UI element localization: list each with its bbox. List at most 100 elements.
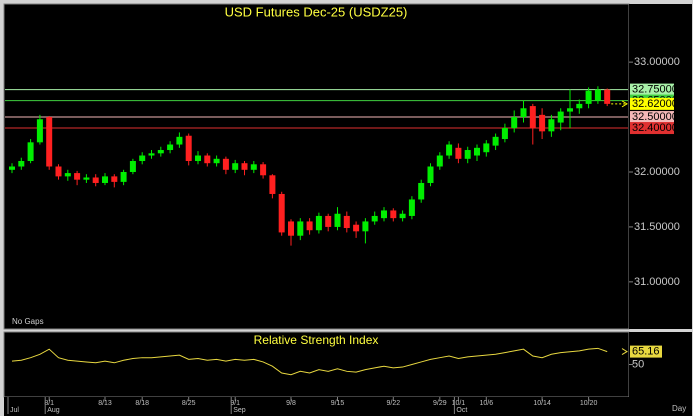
- y-tick-label: 32.00000: [634, 166, 680, 178]
- candle-body: [343, 215, 350, 229]
- candle-body: [167, 144, 174, 151]
- candle-body: [204, 155, 211, 164]
- y-tick-label: 50: [632, 358, 644, 370]
- price-panel: [3, 3, 630, 330]
- candle-body: [315, 215, 322, 231]
- candle-body: [260, 164, 267, 176]
- candle-body: [408, 199, 415, 216]
- x-tick-label: 9/15: [331, 400, 345, 407]
- candle-body: [74, 173, 81, 180]
- candle-body: [557, 111, 564, 123]
- y-tick-label: 31.50000: [634, 221, 680, 233]
- level-label: 32.40000: [632, 122, 678, 134]
- candle-body: [185, 135, 192, 162]
- candle-body: [334, 213, 341, 227]
- x-tick-label: 9/22: [386, 400, 400, 407]
- candle-body: [213, 158, 220, 164]
- candle-body: [250, 164, 257, 170]
- candle-body: [325, 215, 332, 227]
- candle-body: [371, 215, 378, 222]
- candle-body: [464, 150, 471, 159]
- x-tick-label: 10/14: [533, 400, 551, 407]
- rsi-title: Relative Strength Index: [254, 333, 379, 347]
- month-label: Oct: [456, 407, 467, 414]
- candle-body: [288, 221, 294, 236]
- last-price-arrow: [621, 100, 628, 108]
- candle-body: [427, 166, 434, 183]
- candle-body: [157, 150, 164, 154]
- candle-body: [102, 176, 108, 183]
- candle-body: [474, 147, 480, 156]
- candle-body: [139, 155, 146, 162]
- last-price-label: 32.62000: [632, 98, 678, 110]
- x-tick-label: 10/20: [580, 400, 598, 407]
- candle-body: [446, 144, 453, 156]
- candle-body: [18, 161, 25, 167]
- candle-body: [111, 176, 118, 182]
- candle-body: [36, 119, 43, 143]
- rsi-arrow: [621, 348, 628, 356]
- month-label: Jul: [10, 407, 19, 414]
- candle-body: [64, 173, 71, 177]
- candle-body: [520, 108, 527, 118]
- candle-body: [576, 103, 583, 109]
- candle-body: [120, 171, 127, 182]
- candle-body: [585, 90, 592, 104]
- x-tick-label: 8/18: [135, 400, 149, 407]
- candle-body: [539, 114, 546, 132]
- x-tick-label: 10/6: [479, 400, 493, 407]
- candle-body: [195, 155, 201, 162]
- candle-body: [604, 89, 611, 104]
- date-axis: [4, 397, 692, 416]
- last-price-box: [630, 97, 674, 110]
- candle-body: [241, 163, 248, 170]
- x-axis-label: Day: [672, 404, 686, 413]
- candle-body: [92, 177, 99, 183]
- rsi-line: [11, 347, 608, 376]
- candle-body: [269, 175, 276, 194]
- candle-body: [297, 221, 304, 236]
- candle-body: [492, 136, 499, 146]
- candle-body: [483, 143, 490, 153]
- candle-body: [148, 153, 155, 156]
- candle-body: [129, 161, 136, 172]
- candle-body: [353, 224, 360, 232]
- candle-body: [46, 117, 53, 167]
- month-label: Sep: [233, 407, 246, 414]
- candle-body: [27, 142, 34, 162]
- candle-body: [222, 158, 229, 170]
- rsi-value-label: 65.16: [632, 345, 660, 357]
- candle-body: [9, 166, 15, 170]
- candle-body: [529, 106, 536, 129]
- note: No Gaps: [12, 317, 44, 326]
- x-tick-label: 9/8: [286, 400, 296, 407]
- x-tick-label: 10/1: [452, 400, 466, 407]
- chart-title: USD Futures Dec-25 (USDZ25): [225, 4, 408, 19]
- level-label-box: [630, 111, 674, 124]
- rsi-value-box: [630, 345, 662, 358]
- x-tick-label: 9/1: [230, 400, 240, 407]
- candle-body: [436, 155, 443, 167]
- level-label-box: [630, 83, 674, 96]
- x-tick-label: 8/25: [182, 400, 196, 407]
- candle-body: [418, 182, 425, 200]
- candle-body: [176, 136, 183, 145]
- candle-body: [278, 193, 285, 233]
- candle-body: [83, 177, 90, 180]
- candle-body: [362, 221, 369, 232]
- x-tick-label: 8/13: [98, 400, 112, 407]
- candle-body: [548, 119, 555, 132]
- y-tick-label: 33.00000: [634, 56, 680, 68]
- x-tick-label: 8/1: [44, 400, 54, 407]
- y-tick-label: 31.00000: [634, 276, 680, 288]
- candle-body: [381, 210, 387, 219]
- candle-body: [594, 89, 601, 101]
- candle-body: [390, 210, 397, 219]
- month-label: Aug: [47, 407, 60, 414]
- candle-body: [501, 128, 508, 140]
- candle-body: [567, 108, 573, 112]
- price-axis: [629, 4, 692, 329]
- candle-body: [455, 147, 462, 159]
